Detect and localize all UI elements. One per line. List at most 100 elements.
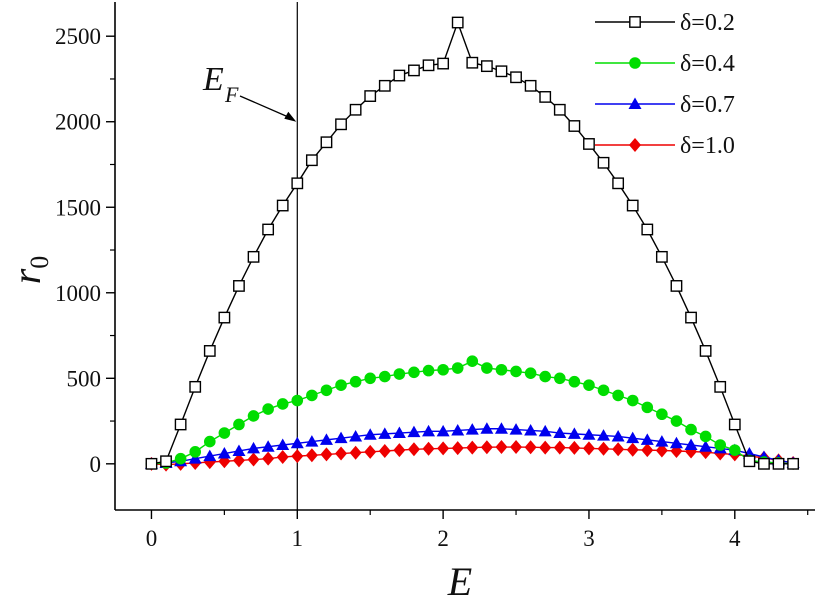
data-point — [539, 440, 552, 455]
data-point — [612, 389, 624, 402]
x-tick-label: 4 — [729, 526, 741, 551]
data-point — [583, 138, 595, 150]
y-tick-label: 0 — [90, 452, 102, 477]
data-point — [466, 355, 479, 367]
data-point — [567, 427, 581, 439]
data-point — [262, 403, 274, 415]
legend-marker — [629, 16, 641, 28]
data-point — [510, 365, 522, 378]
data-point — [583, 379, 595, 391]
legend: δ=0.2 δ=0.4 δ=0.7 δ=1.0 — [595, 10, 735, 159]
legend-label: δ=0.2 — [680, 10, 735, 36]
data-point — [568, 375, 581, 388]
data-point — [582, 441, 595, 456]
data-point — [510, 440, 523, 455]
y-tick-label: 2000 — [55, 110, 101, 135]
data-point — [364, 90, 377, 102]
legend-entry-4: δ=1.0 — [595, 133, 735, 159]
data-point — [481, 362, 493, 374]
annotation-subscript: F — [224, 82, 239, 107]
data-point — [408, 366, 420, 379]
data-point — [218, 311, 231, 324]
data-point — [669, 436, 683, 449]
data-point — [787, 457, 800, 470]
data-point — [363, 428, 377, 440]
data-point — [422, 59, 435, 72]
legend-entry-3: δ=0.7 — [595, 92, 735, 118]
data-point — [772, 457, 785, 470]
data-point — [656, 408, 668, 421]
data-point — [451, 441, 464, 456]
data-point — [437, 363, 449, 376]
data-point — [524, 367, 537, 379]
y-tick-label: 2500 — [55, 24, 101, 49]
y-tick-label: 1000 — [55, 281, 101, 306]
legend-label: δ=0.4 — [680, 51, 735, 77]
data-point — [758, 457, 770, 470]
data-point — [305, 448, 318, 463]
data-point — [626, 394, 639, 407]
data-point — [641, 223, 654, 236]
data-point — [655, 250, 668, 263]
data-point — [480, 422, 494, 434]
data-point — [728, 418, 741, 431]
data-point — [189, 380, 202, 393]
data-point — [714, 439, 727, 451]
data-point — [349, 429, 363, 442]
x-axis-title: E — [447, 559, 472, 604]
data-point — [466, 440, 479, 455]
data-point — [597, 156, 610, 169]
data-point — [218, 427, 231, 439]
y-tick-label: 1500 — [55, 195, 101, 220]
series-line — [151, 20, 794, 465]
data-point — [597, 384, 610, 397]
legend-label: δ=0.7 — [680, 92, 735, 118]
data-point — [582, 428, 596, 440]
data-point — [524, 423, 538, 436]
data-point — [611, 429, 625, 442]
data-point — [247, 410, 260, 422]
annotation-arrow-line — [239, 95, 293, 120]
data-point — [655, 443, 668, 458]
data-point — [509, 423, 523, 435]
data-point — [174, 418, 187, 431]
data-point — [320, 384, 333, 397]
data-point — [626, 431, 640, 444]
data-point — [232, 444, 246, 456]
data-point — [247, 452, 260, 467]
data-point — [510, 71, 522, 84]
data-point — [553, 372, 566, 385]
data-point — [305, 154, 318, 167]
data-point — [392, 426, 406, 439]
data-point — [334, 431, 348, 444]
data-point — [538, 424, 552, 437]
data-point — [349, 445, 362, 460]
data-point — [495, 440, 508, 455]
data-point — [378, 79, 391, 92]
data-point — [203, 435, 216, 448]
data-point — [699, 345, 712, 357]
data-point — [262, 223, 275, 236]
data-point — [319, 433, 333, 445]
y-axis-title-subscript: 0 — [25, 256, 54, 269]
data-point — [335, 118, 347, 131]
plot-layer — [144, 2, 800, 510]
data-point — [247, 441, 261, 454]
data-point — [407, 442, 420, 457]
data-point — [743, 455, 756, 468]
data-point — [335, 446, 348, 461]
data-point — [188, 452, 202, 464]
data-point — [291, 177, 304, 190]
data-point — [451, 362, 464, 374]
data-point — [436, 424, 450, 437]
data-point — [437, 441, 450, 456]
data-point — [203, 345, 216, 357]
data-point — [612, 177, 625, 190]
legend-label: δ=1.0 — [680, 133, 735, 159]
data-point — [261, 440, 275, 452]
data-point — [437, 57, 450, 70]
data-point — [480, 60, 493, 73]
data-point — [291, 449, 304, 464]
